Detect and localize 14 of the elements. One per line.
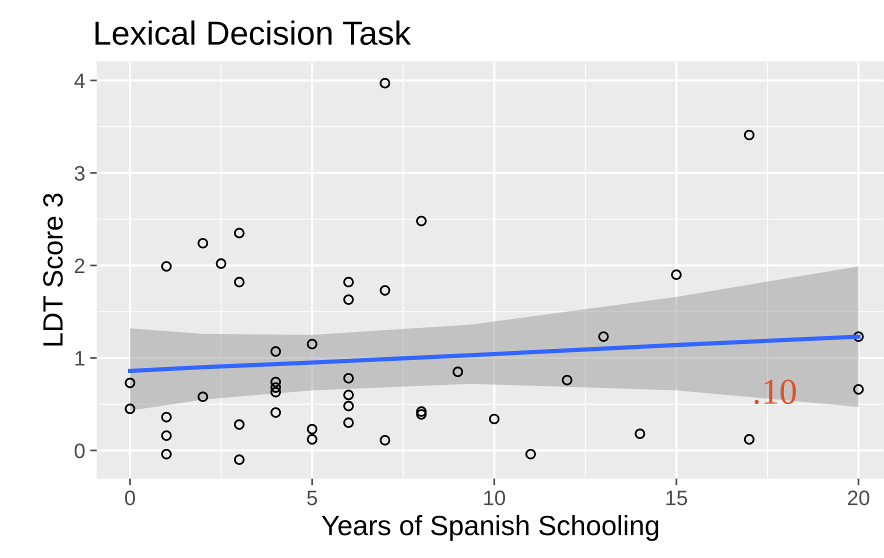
y-tick-label: 3 (74, 166, 85, 181)
x-axis-title: Years of Spanish Schooling (322, 514, 658, 541)
y-tick-label: 0 (74, 443, 85, 458)
y-tick-label: 4 (74, 74, 85, 88)
x-tick-label: 15 (666, 490, 688, 506)
chart-title: Lexical Decision Task (96, 20, 411, 45)
x-tick-label: 20 (848, 490, 870, 506)
x-tick-label: 0 (125, 490, 135, 506)
x-tick-label: 10 (484, 490, 506, 506)
x-tick-label: 5 (307, 490, 318, 506)
y-tick-label: 2 (74, 258, 84, 273)
y-tick-label: 1 (75, 351, 84, 366)
y-axis-title: LDT Score 3 (43, 194, 63, 346)
annotation: .10 (754, 380, 796, 404)
